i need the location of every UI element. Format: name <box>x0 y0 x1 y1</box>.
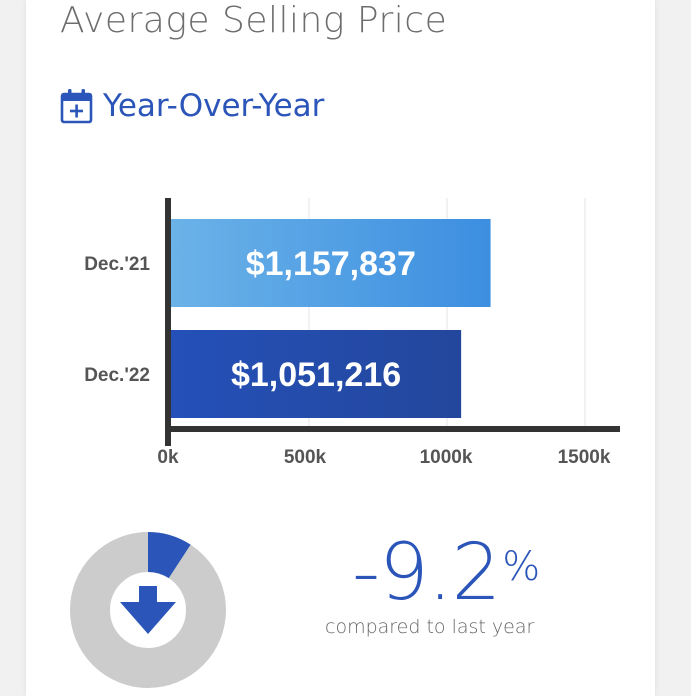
category-label: Dec.'21 <box>84 254 150 275</box>
bar <box>171 330 462 418</box>
x-tick-label: 500k <box>284 447 327 468</box>
page-title: Average Selling Price <box>60 0 448 41</box>
bar <box>171 219 491 307</box>
donut-arc <box>147 532 191 579</box>
x-tick-label: 0k <box>157 447 179 468</box>
change-caption: compared to last year <box>325 616 535 638</box>
subtitle-row: Year-Over-Year <box>60 86 324 126</box>
change-value: -9.2% <box>352 528 540 639</box>
subtitle: Year-Over-Year <box>103 88 325 124</box>
bar-value-label: $1,051,216 <box>231 356 401 394</box>
calendar-plus-icon <box>60 89 93 124</box>
y-axis-line <box>165 198 171 446</box>
change-donut <box>70 532 226 688</box>
change-unit: % <box>502 544 541 590</box>
change-number: -9.2 <box>352 528 501 618</box>
bar-chart: $1,157,837 Dec.'21 $1,051,216 Dec.'22 0k 500k… <box>84 198 620 468</box>
x-tick-label: 1000k <box>420 447 473 468</box>
x-axis-line <box>165 426 620 432</box>
bar-value-label: $1,157,837 <box>246 245 416 283</box>
category-label: Dec.'22 <box>84 365 150 386</box>
arrow-down-icon <box>120 586 176 634</box>
x-tick-label: 1500k <box>558 447 611 468</box>
